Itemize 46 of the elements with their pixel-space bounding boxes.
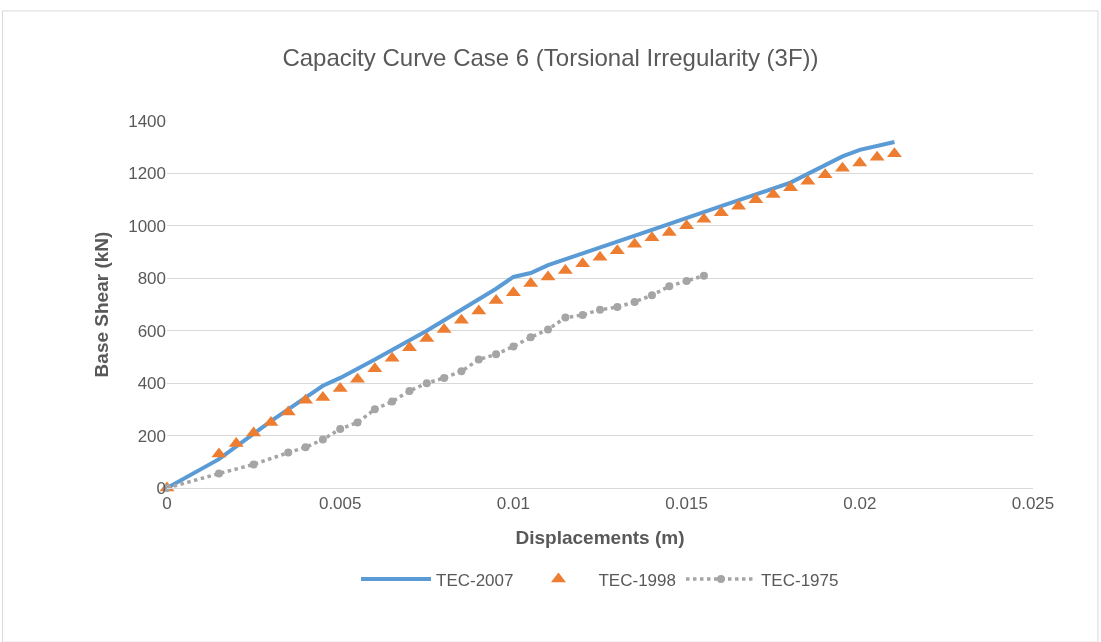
point — [544, 325, 553, 334]
y-tick-label: 1200 — [128, 164, 166, 184]
point — [578, 310, 587, 319]
point — [284, 448, 293, 457]
y-tick-label: 0 — [156, 478, 166, 498]
x-axis-title: Displacements (m) — [515, 527, 685, 549]
y-tick-label: 1400 — [128, 111, 166, 131]
point — [630, 297, 639, 306]
y-tick-label: 600 — [137, 321, 166, 341]
point — [249, 460, 258, 469]
point — [596, 305, 604, 314]
x-tick-label: 0.005 — [318, 494, 362, 514]
x-tick-label: 0.02 — [843, 494, 877, 514]
y-tick-label: 800 — [137, 269, 166, 289]
point — [647, 291, 656, 300]
point — [353, 418, 362, 427]
point — [318, 435, 327, 444]
point — [336, 425, 345, 434]
legend-label: TEC-1975 — [760, 570, 839, 590]
legend-label: TEC-1998 — [598, 570, 676, 590]
point — [665, 282, 674, 291]
point — [509, 342, 518, 351]
point — [474, 355, 483, 364]
x-tick-label: 0.025 — [1011, 494, 1055, 514]
legend-label: TEC-2007 — [436, 570, 514, 590]
point — [526, 333, 535, 342]
x-tick-label: 0.015 — [665, 494, 708, 514]
y-tick-label: 1000 — [128, 216, 166, 236]
point — [405, 387, 414, 396]
point — [561, 313, 570, 322]
point — [492, 350, 501, 359]
point — [613, 303, 622, 312]
chart-title: Capacity Curve Case 6 (Torsional Irregularity (3F)) — [282, 44, 819, 72]
point — [388, 397, 397, 406]
point — [699, 271, 708, 280]
y-tick-label: 400 — [137, 374, 166, 394]
point — [301, 443, 310, 452]
y-axis-title: Base Shear (kN) — [91, 231, 113, 378]
point — [457, 367, 466, 376]
y-tick-label: 200 — [137, 426, 166, 446]
x-tick-label: 0.01 — [496, 494, 530, 514]
point — [422, 379, 431, 388]
point — [682, 276, 691, 285]
point — [440, 373, 449, 382]
point — [370, 405, 379, 414]
point — [214, 469, 223, 478]
